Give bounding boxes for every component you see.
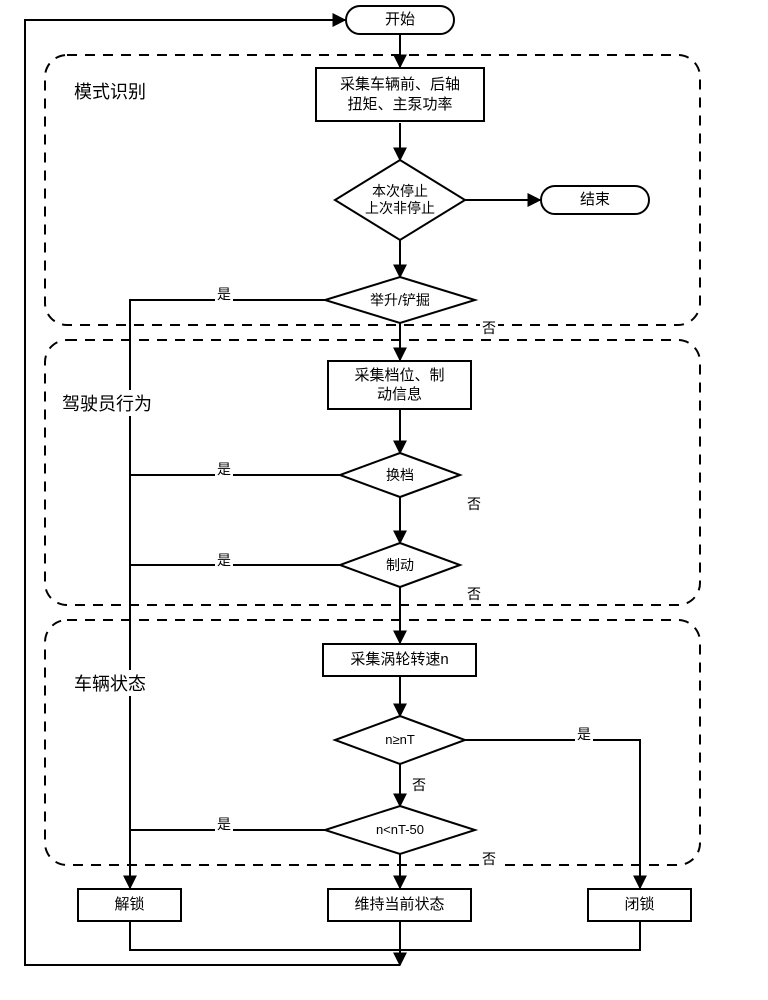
- decision-stop: 本次停止 上次非停止: [335, 160, 465, 240]
- maintain-node: 维持当前状态: [327, 888, 472, 922]
- lock-node: 闭锁: [587, 888, 692, 922]
- section-label-state: 车辆状态: [70, 670, 150, 696]
- d-nlt-label: n<nT-50: [376, 822, 424, 838]
- decision-n-ge-nt: n≥nT: [335, 716, 465, 764]
- flowchart-canvas: 模式识别 驾驶员行为 车辆状态 开始 结束 采集车辆前、后轴 扭矩、主泵功率 采…: [0, 0, 768, 1000]
- unlock-label: 解锁: [114, 895, 144, 915]
- edge-label-4: 是: [215, 550, 233, 570]
- end-node: 结束: [540, 185, 650, 215]
- end-label: 结束: [580, 190, 610, 210]
- d-lift-label: 举升/铲掘: [370, 292, 430, 309]
- decision-brake: 制动: [340, 543, 460, 587]
- collect2-label: 采集档位、制 动信息: [354, 366, 444, 405]
- decision-lift: 举升/铲掘: [325, 277, 475, 323]
- section-label-mode: 模式识别: [70, 78, 150, 104]
- start-label: 开始: [385, 10, 415, 30]
- edge-label-0: 是: [215, 284, 233, 304]
- d-stop-label: 本次停止 上次非停止: [365, 183, 435, 217]
- edge-label-6: 是: [575, 724, 593, 744]
- edge-label-3: 否: [465, 494, 483, 514]
- collect3-label: 采集涡轮转速n: [350, 650, 448, 670]
- start-node: 开始: [345, 5, 455, 35]
- unlock-node: 解锁: [77, 888, 182, 922]
- edge-label-2: 是: [215, 459, 233, 479]
- edge-label-1: 否: [480, 318, 498, 338]
- d-shift-label: 换档: [386, 467, 414, 484]
- collect-gear-brake: 采集档位、制 动信息: [327, 360, 472, 410]
- edge-label-8: 是: [215, 814, 233, 834]
- lock-label: 闭锁: [624, 895, 654, 915]
- edge-label-5: 否: [465, 584, 483, 604]
- d-brake-label: 制动: [386, 557, 414, 574]
- collect1-label: 采集车辆前、后轴 扭矩、主泵功率: [340, 75, 460, 114]
- collect-axle-torque: 采集车辆前、后轴 扭矩、主泵功率: [315, 67, 485, 122]
- section-label-driver: 驾驶员行为: [58, 390, 156, 416]
- d-ngt-label: n≥nT: [385, 732, 415, 748]
- edge-label-7: 否: [410, 775, 428, 795]
- decision-n-lt-nt50: n<nT-50: [325, 806, 475, 854]
- decision-shift: 换档: [340, 453, 460, 497]
- collect-turbine-speed: 采集涡轮转速n: [322, 643, 477, 677]
- maintain-label: 维持当前状态: [354, 895, 444, 915]
- edge-label-9: 否: [480, 849, 498, 869]
